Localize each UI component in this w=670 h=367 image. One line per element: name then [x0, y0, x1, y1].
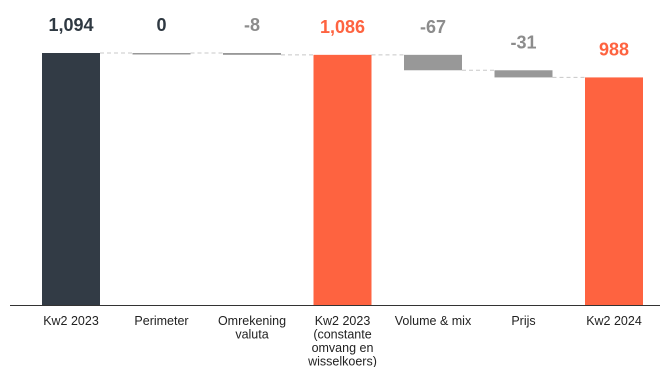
category-label-4: Kw2 2023 (constante omvang en wisselkoers) [307, 314, 377, 367]
bar-2 [132, 53, 191, 55]
category-label-3: Omrekening valuta [218, 314, 286, 342]
bar-4 [313, 54, 372, 306]
bar-group [42, 53, 643, 306]
value-label-4: 1,086 [320, 17, 365, 37]
bar-6 [494, 70, 553, 78]
category-label-7: Kw2 2024 [586, 314, 642, 328]
value-label-6: -31 [510, 32, 536, 52]
bar-1 [42, 53, 100, 305]
category-label-5: Volume & mix [395, 314, 472, 328]
value-label-5: -67 [420, 17, 446, 37]
value-label-group: 1,094 0 -8 1,086 -67 -31 988 [48, 15, 629, 59]
category-label-2: Perimeter [134, 314, 188, 328]
bar-5 [404, 54, 462, 71]
value-label-3: -8 [244, 15, 260, 35]
value-label-1: 1,094 [48, 15, 93, 35]
connector-lines [100, 52, 585, 78]
category-label-group: Kw2 2023 Perimeter Omrekening valuta Kw2 202… [43, 314, 642, 367]
bar-3 [223, 53, 281, 55]
category-label-1: Kw2 2023 [43, 314, 99, 328]
category-label-6: Prijs [511, 314, 535, 328]
value-label-7: 988 [599, 39, 629, 59]
bar-7 [585, 77, 643, 305]
value-label-2: 0 [156, 15, 166, 35]
